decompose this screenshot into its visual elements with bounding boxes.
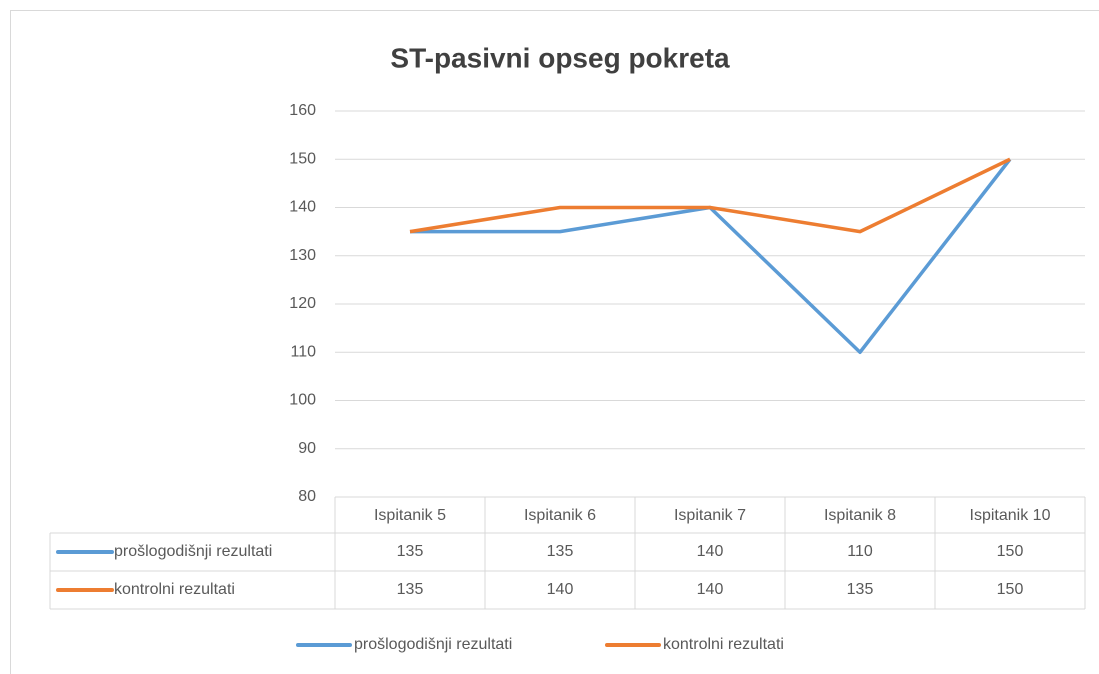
table-series-name: prošlogodišnji rezultati: [114, 543, 272, 560]
table-value: 135: [547, 543, 574, 560]
chart-border: [10, 10, 1099, 674]
y-tick-label: 90: [298, 440, 316, 457]
table-value: 150: [997, 581, 1024, 598]
x-tick-label: Ispitanik 6: [524, 507, 596, 524]
table-series-name: kontrolni rezultati: [114, 581, 235, 598]
table-value: 150: [997, 543, 1024, 560]
y-tick-label: 100: [289, 392, 316, 409]
table-value: 110: [847, 543, 873, 560]
table-value: 140: [547, 581, 574, 598]
legend-label: prošlogodišnji rezultati: [354, 636, 512, 653]
chart-title: ST-pasivni opseg pokreta: [390, 42, 730, 73]
table-value: 140: [697, 543, 724, 560]
x-tick-label: Ispitanik 7: [674, 507, 746, 524]
data-line: [409, 157, 1011, 234]
x-tick-label: Ispitanik 8: [824, 507, 896, 524]
x-tick-label: Ispitanik 5: [374, 507, 446, 524]
table-value: 135: [397, 543, 424, 560]
table-value: 135: [847, 581, 874, 598]
table-value: 135: [397, 581, 424, 598]
y-tick-label: 160: [289, 102, 316, 119]
y-tick-label: 150: [289, 150, 316, 167]
x-tick-label: Ispitanik 10: [970, 507, 1051, 524]
y-tick-label: 110: [290, 343, 316, 360]
y-tick-label: 80: [298, 488, 316, 505]
y-tick-label: 130: [289, 247, 316, 264]
legend-label: kontrolni rezultati: [663, 636, 784, 653]
y-tick-label: 120: [289, 295, 316, 312]
table-value: 140: [697, 581, 724, 598]
y-tick-label: 140: [289, 199, 316, 216]
